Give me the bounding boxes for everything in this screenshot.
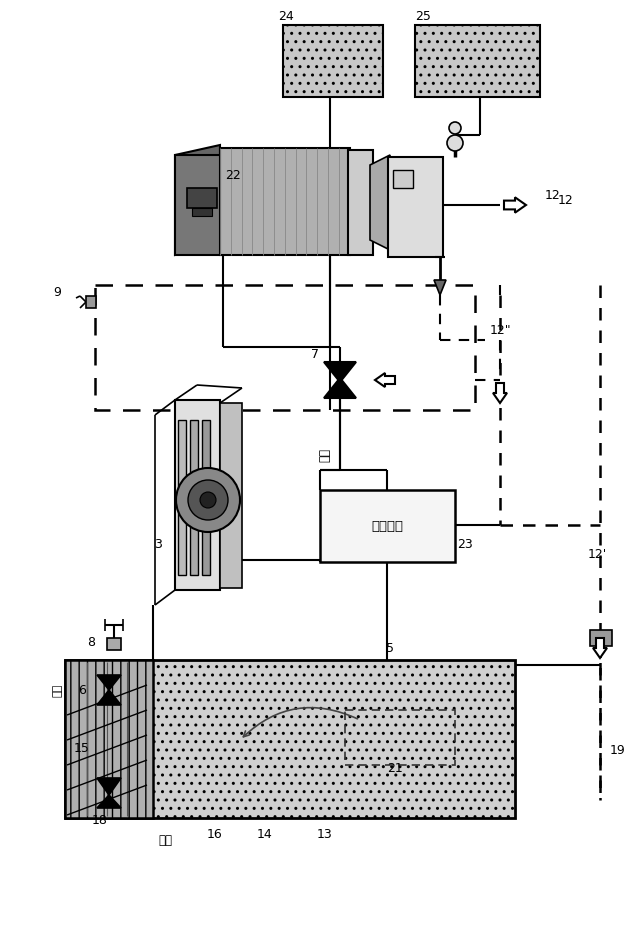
- Bar: [388, 157, 443, 257]
- Text: 15: 15: [74, 741, 90, 755]
- Bar: [190, 420, 198, 575]
- Bar: [220, 148, 350, 255]
- Text: 14: 14: [257, 829, 273, 842]
- Circle shape: [176, 468, 240, 532]
- Bar: [107, 638, 121, 650]
- Text: 12: 12: [545, 189, 561, 202]
- Circle shape: [188, 480, 228, 520]
- Bar: [65, 660, 153, 818]
- Text: 7: 7: [311, 349, 319, 361]
- Bar: [283, 25, 383, 97]
- Bar: [348, 150, 373, 255]
- Text: 閉止: 閉止: [158, 833, 172, 847]
- Text: 16: 16: [207, 829, 223, 842]
- Bar: [187, 188, 217, 208]
- Bar: [175, 155, 223, 255]
- Bar: [178, 420, 186, 575]
- Circle shape: [449, 122, 461, 134]
- Text: 18: 18: [92, 813, 108, 827]
- Bar: [345, 710, 455, 765]
- Polygon shape: [324, 362, 356, 382]
- Polygon shape: [97, 795, 121, 808]
- Bar: [220, 403, 242, 588]
- Text: 24: 24: [278, 9, 294, 23]
- Polygon shape: [175, 145, 220, 255]
- Text: 13: 13: [317, 829, 333, 842]
- Text: 21: 21: [387, 761, 403, 775]
- Text: 12": 12": [490, 323, 511, 337]
- Bar: [320, 490, 455, 562]
- Bar: [393, 170, 413, 188]
- Polygon shape: [97, 690, 121, 705]
- Bar: [95, 285, 475, 410]
- Text: 制御装置: 制御装置: [371, 520, 403, 533]
- Polygon shape: [375, 373, 395, 387]
- Circle shape: [200, 492, 216, 508]
- Text: 22: 22: [225, 169, 241, 181]
- Bar: [192, 208, 212, 216]
- Bar: [590, 630, 612, 646]
- Polygon shape: [324, 378, 356, 398]
- Polygon shape: [370, 155, 390, 250]
- Bar: [65, 660, 515, 818]
- Text: 12': 12': [588, 549, 607, 561]
- Bar: [175, 400, 220, 590]
- Polygon shape: [434, 280, 446, 295]
- Circle shape: [447, 135, 463, 151]
- Text: 25: 25: [415, 9, 431, 23]
- Polygon shape: [593, 638, 607, 658]
- Text: 6: 6: [78, 684, 86, 697]
- Text: 8: 8: [87, 635, 95, 648]
- Text: 19: 19: [610, 743, 626, 757]
- Text: 5: 5: [386, 642, 394, 654]
- Bar: [202, 420, 210, 575]
- Polygon shape: [504, 197, 526, 212]
- Bar: [415, 25, 540, 97]
- Polygon shape: [97, 675, 121, 690]
- Text: 23: 23: [457, 538, 473, 552]
- Text: 3: 3: [154, 538, 162, 552]
- Polygon shape: [493, 383, 507, 403]
- Bar: [86, 296, 96, 308]
- Text: 9: 9: [53, 285, 61, 299]
- Polygon shape: [97, 778, 121, 795]
- Text: 12: 12: [558, 193, 573, 207]
- Text: 閉止: 閉止: [319, 448, 332, 462]
- Text: 閉止: 閉止: [53, 684, 63, 697]
